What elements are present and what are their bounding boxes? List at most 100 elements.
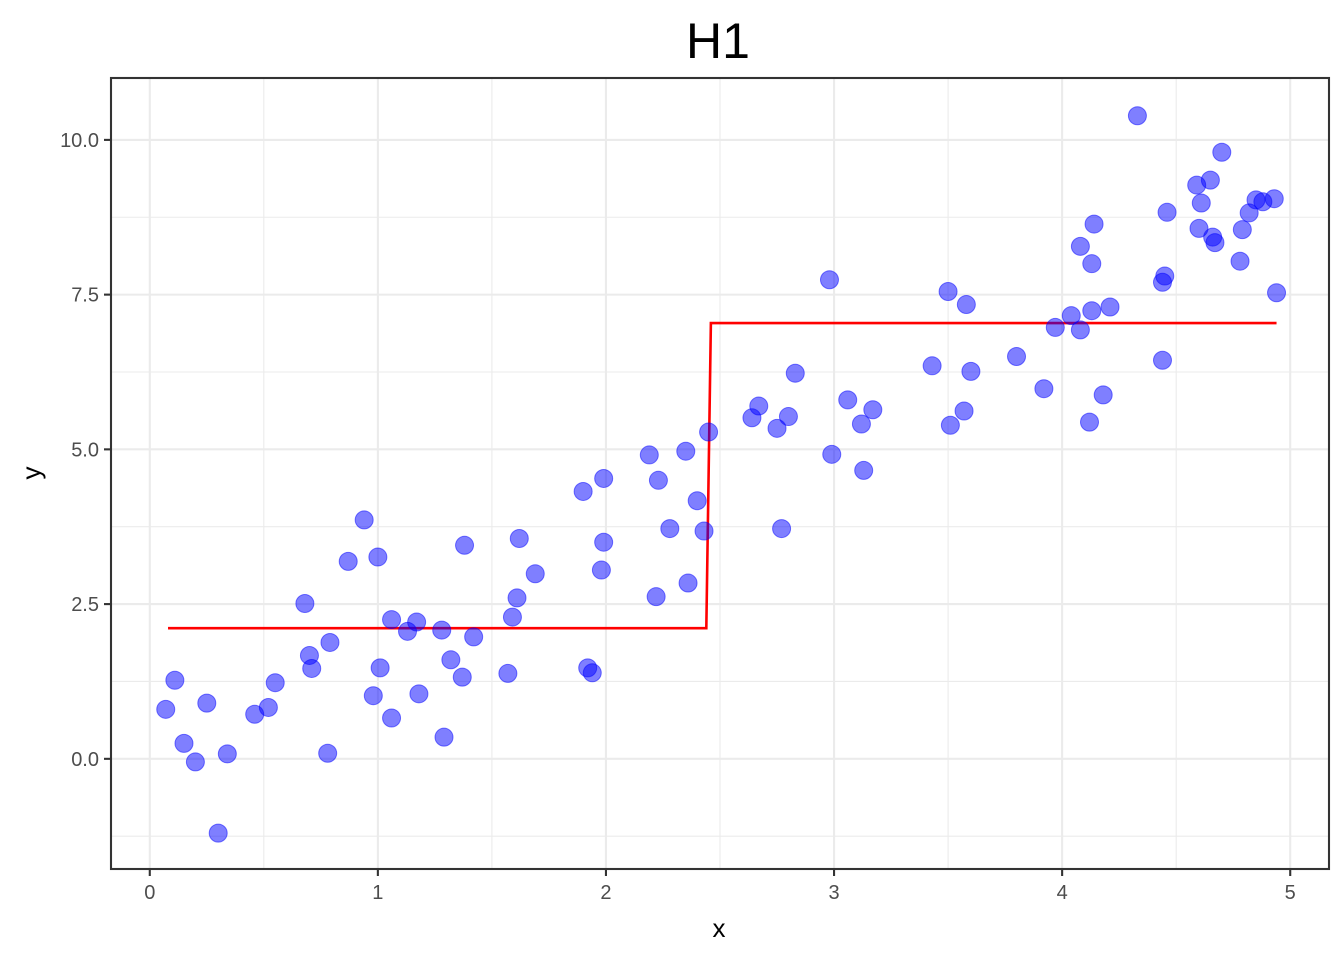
y-axis-title: y bbox=[16, 467, 46, 480]
data-point bbox=[507, 588, 527, 608]
data-point bbox=[822, 444, 842, 464]
data-point bbox=[432, 620, 452, 640]
data-point bbox=[217, 744, 237, 764]
data-point bbox=[409, 684, 429, 704]
x-tick-label: 3 bbox=[828, 882, 839, 904]
data-point bbox=[455, 535, 475, 555]
data-point bbox=[1152, 350, 1172, 370]
data-point bbox=[368, 547, 388, 567]
data-point bbox=[1100, 297, 1120, 317]
data-point bbox=[591, 560, 611, 580]
y-tick-label: 7.5 bbox=[71, 285, 99, 307]
data-point bbox=[1230, 251, 1250, 271]
data-point bbox=[940, 415, 960, 435]
data-point bbox=[1070, 320, 1090, 340]
data-point bbox=[1200, 170, 1220, 190]
data-point bbox=[407, 612, 427, 632]
data-point bbox=[838, 390, 858, 410]
data-point bbox=[639, 445, 659, 465]
data-point bbox=[452, 667, 472, 687]
data-point bbox=[1093, 385, 1113, 405]
data-point bbox=[1212, 142, 1232, 162]
data-point bbox=[1205, 233, 1225, 253]
data-point bbox=[1232, 220, 1252, 240]
data-point bbox=[772, 519, 792, 539]
data-point bbox=[687, 491, 707, 511]
y-tick-label: 0.0 bbox=[71, 749, 99, 771]
data-point bbox=[434, 727, 454, 747]
data-point bbox=[1127, 106, 1147, 126]
data-point bbox=[318, 743, 338, 763]
data-point bbox=[961, 361, 981, 381]
panel-border bbox=[109, 76, 1331, 871]
data-point bbox=[863, 400, 883, 420]
data-point bbox=[156, 699, 176, 719]
x-axis-title: x bbox=[713, 913, 726, 943]
data-point bbox=[382, 610, 402, 630]
data-point bbox=[1189, 218, 1209, 238]
data-point bbox=[174, 733, 194, 753]
data-point bbox=[1061, 306, 1081, 326]
data-point bbox=[594, 468, 614, 488]
points-layer bbox=[156, 106, 1287, 843]
data-point bbox=[464, 627, 484, 647]
data-point bbox=[582, 663, 602, 683]
data-point bbox=[185, 752, 205, 772]
x-tick-label: 2 bbox=[600, 882, 611, 904]
data-point bbox=[851, 414, 871, 434]
data-point bbox=[320, 632, 340, 652]
x-tick-label: 0 bbox=[144, 882, 155, 904]
data-point bbox=[1034, 379, 1054, 399]
x-tick-label: 5 bbox=[1285, 882, 1296, 904]
data-point bbox=[502, 607, 522, 627]
data-point bbox=[699, 422, 719, 442]
data-point bbox=[208, 823, 228, 843]
data-point bbox=[594, 532, 614, 552]
data-point bbox=[1267, 283, 1287, 303]
data-point bbox=[785, 363, 805, 383]
data-point bbox=[1070, 236, 1090, 256]
data-point bbox=[338, 551, 358, 571]
data-point bbox=[660, 519, 680, 539]
data-point bbox=[258, 697, 278, 717]
data-point bbox=[1264, 189, 1284, 209]
data-point bbox=[1157, 202, 1177, 222]
data-point bbox=[1045, 317, 1065, 337]
data-point bbox=[956, 295, 976, 315]
axes: 0 1 2 3 4 5 0.0 2.5 5.0 7.5 10.0 bbox=[60, 130, 1296, 904]
data-point bbox=[1082, 301, 1102, 321]
data-point bbox=[922, 356, 942, 376]
data-point bbox=[441, 650, 461, 670]
data-point bbox=[678, 573, 698, 593]
data-point bbox=[302, 658, 322, 678]
step-line-layer bbox=[168, 321, 1277, 630]
data-point bbox=[648, 470, 668, 490]
data-point bbox=[854, 460, 874, 480]
data-point bbox=[354, 510, 374, 530]
data-point bbox=[295, 593, 315, 613]
data-point bbox=[749, 396, 769, 416]
data-point bbox=[1082, 254, 1102, 274]
data-point bbox=[573, 481, 593, 501]
y-tick-label: 5.0 bbox=[71, 439, 99, 461]
x-tick-label: 4 bbox=[1057, 882, 1068, 904]
y-tick-label: 10.0 bbox=[60, 130, 99, 152]
data-point bbox=[676, 441, 696, 461]
step-line bbox=[168, 321, 1277, 630]
data-point bbox=[778, 407, 798, 427]
data-point bbox=[498, 663, 518, 683]
data-point bbox=[1155, 266, 1175, 286]
x-tick-label: 1 bbox=[372, 882, 383, 904]
data-point bbox=[938, 282, 958, 302]
data-point bbox=[694, 521, 714, 541]
data-point bbox=[265, 673, 285, 693]
data-point bbox=[1007, 347, 1027, 367]
data-point bbox=[767, 418, 787, 438]
grid bbox=[111, 78, 1329, 869]
y-tick-label: 2.5 bbox=[71, 594, 99, 616]
data-point bbox=[197, 693, 217, 713]
data-point bbox=[165, 670, 185, 690]
data-point bbox=[509, 528, 529, 548]
data-point bbox=[1191, 193, 1211, 213]
